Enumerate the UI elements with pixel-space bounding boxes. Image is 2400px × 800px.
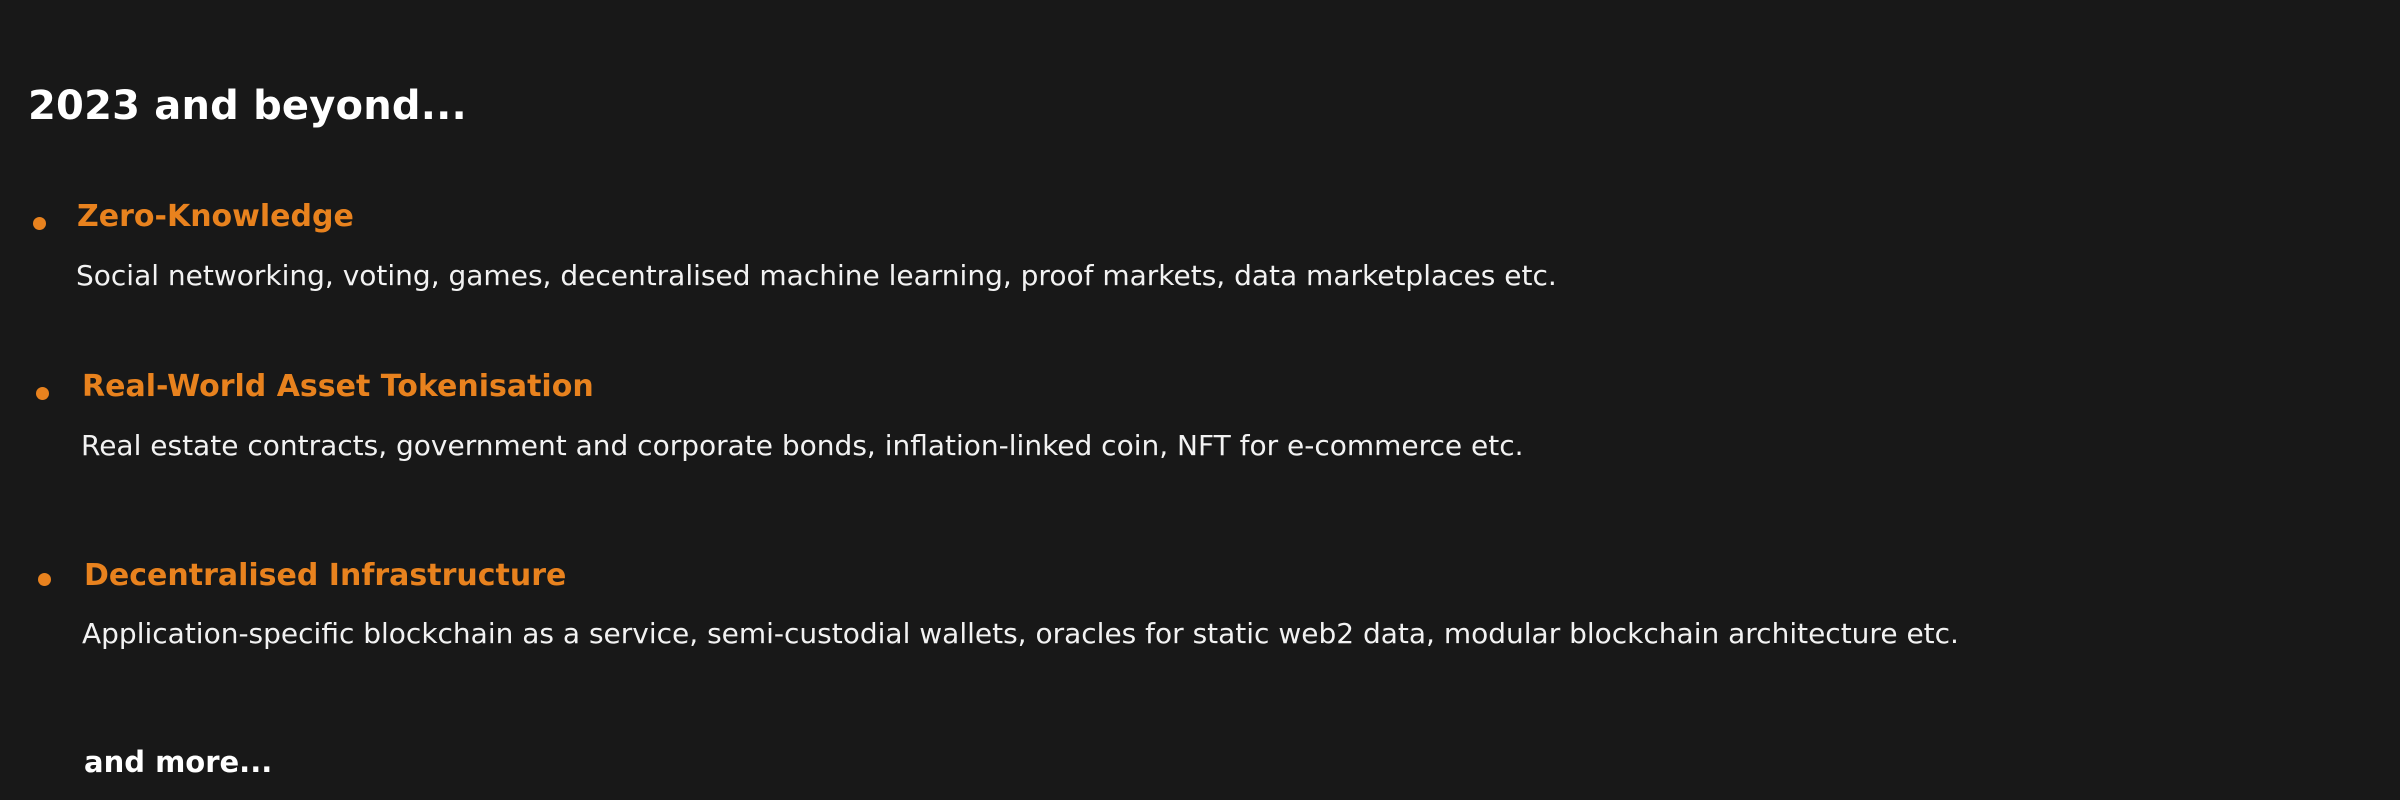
- item-description: Real estate contracts, government and co…: [81, 429, 1524, 462]
- item-heading: Decentralised Infrastructure: [84, 558, 567, 593]
- item-description: Application-specific blockchain as a ser…: [82, 617, 1959, 650]
- bullet-icon: [36, 387, 49, 400]
- bullet-icon: [33, 217, 46, 230]
- slide-title: 2023 and beyond...: [28, 83, 467, 129]
- bullet-icon: [38, 573, 51, 586]
- and-more-text: and more...: [84, 745, 273, 779]
- item-description: Social networking, voting, games, decent…: [76, 259, 1557, 292]
- item-heading: Real-World Asset Tokenisation: [82, 369, 594, 404]
- item-heading: Zero-Knowledge: [77, 199, 354, 234]
